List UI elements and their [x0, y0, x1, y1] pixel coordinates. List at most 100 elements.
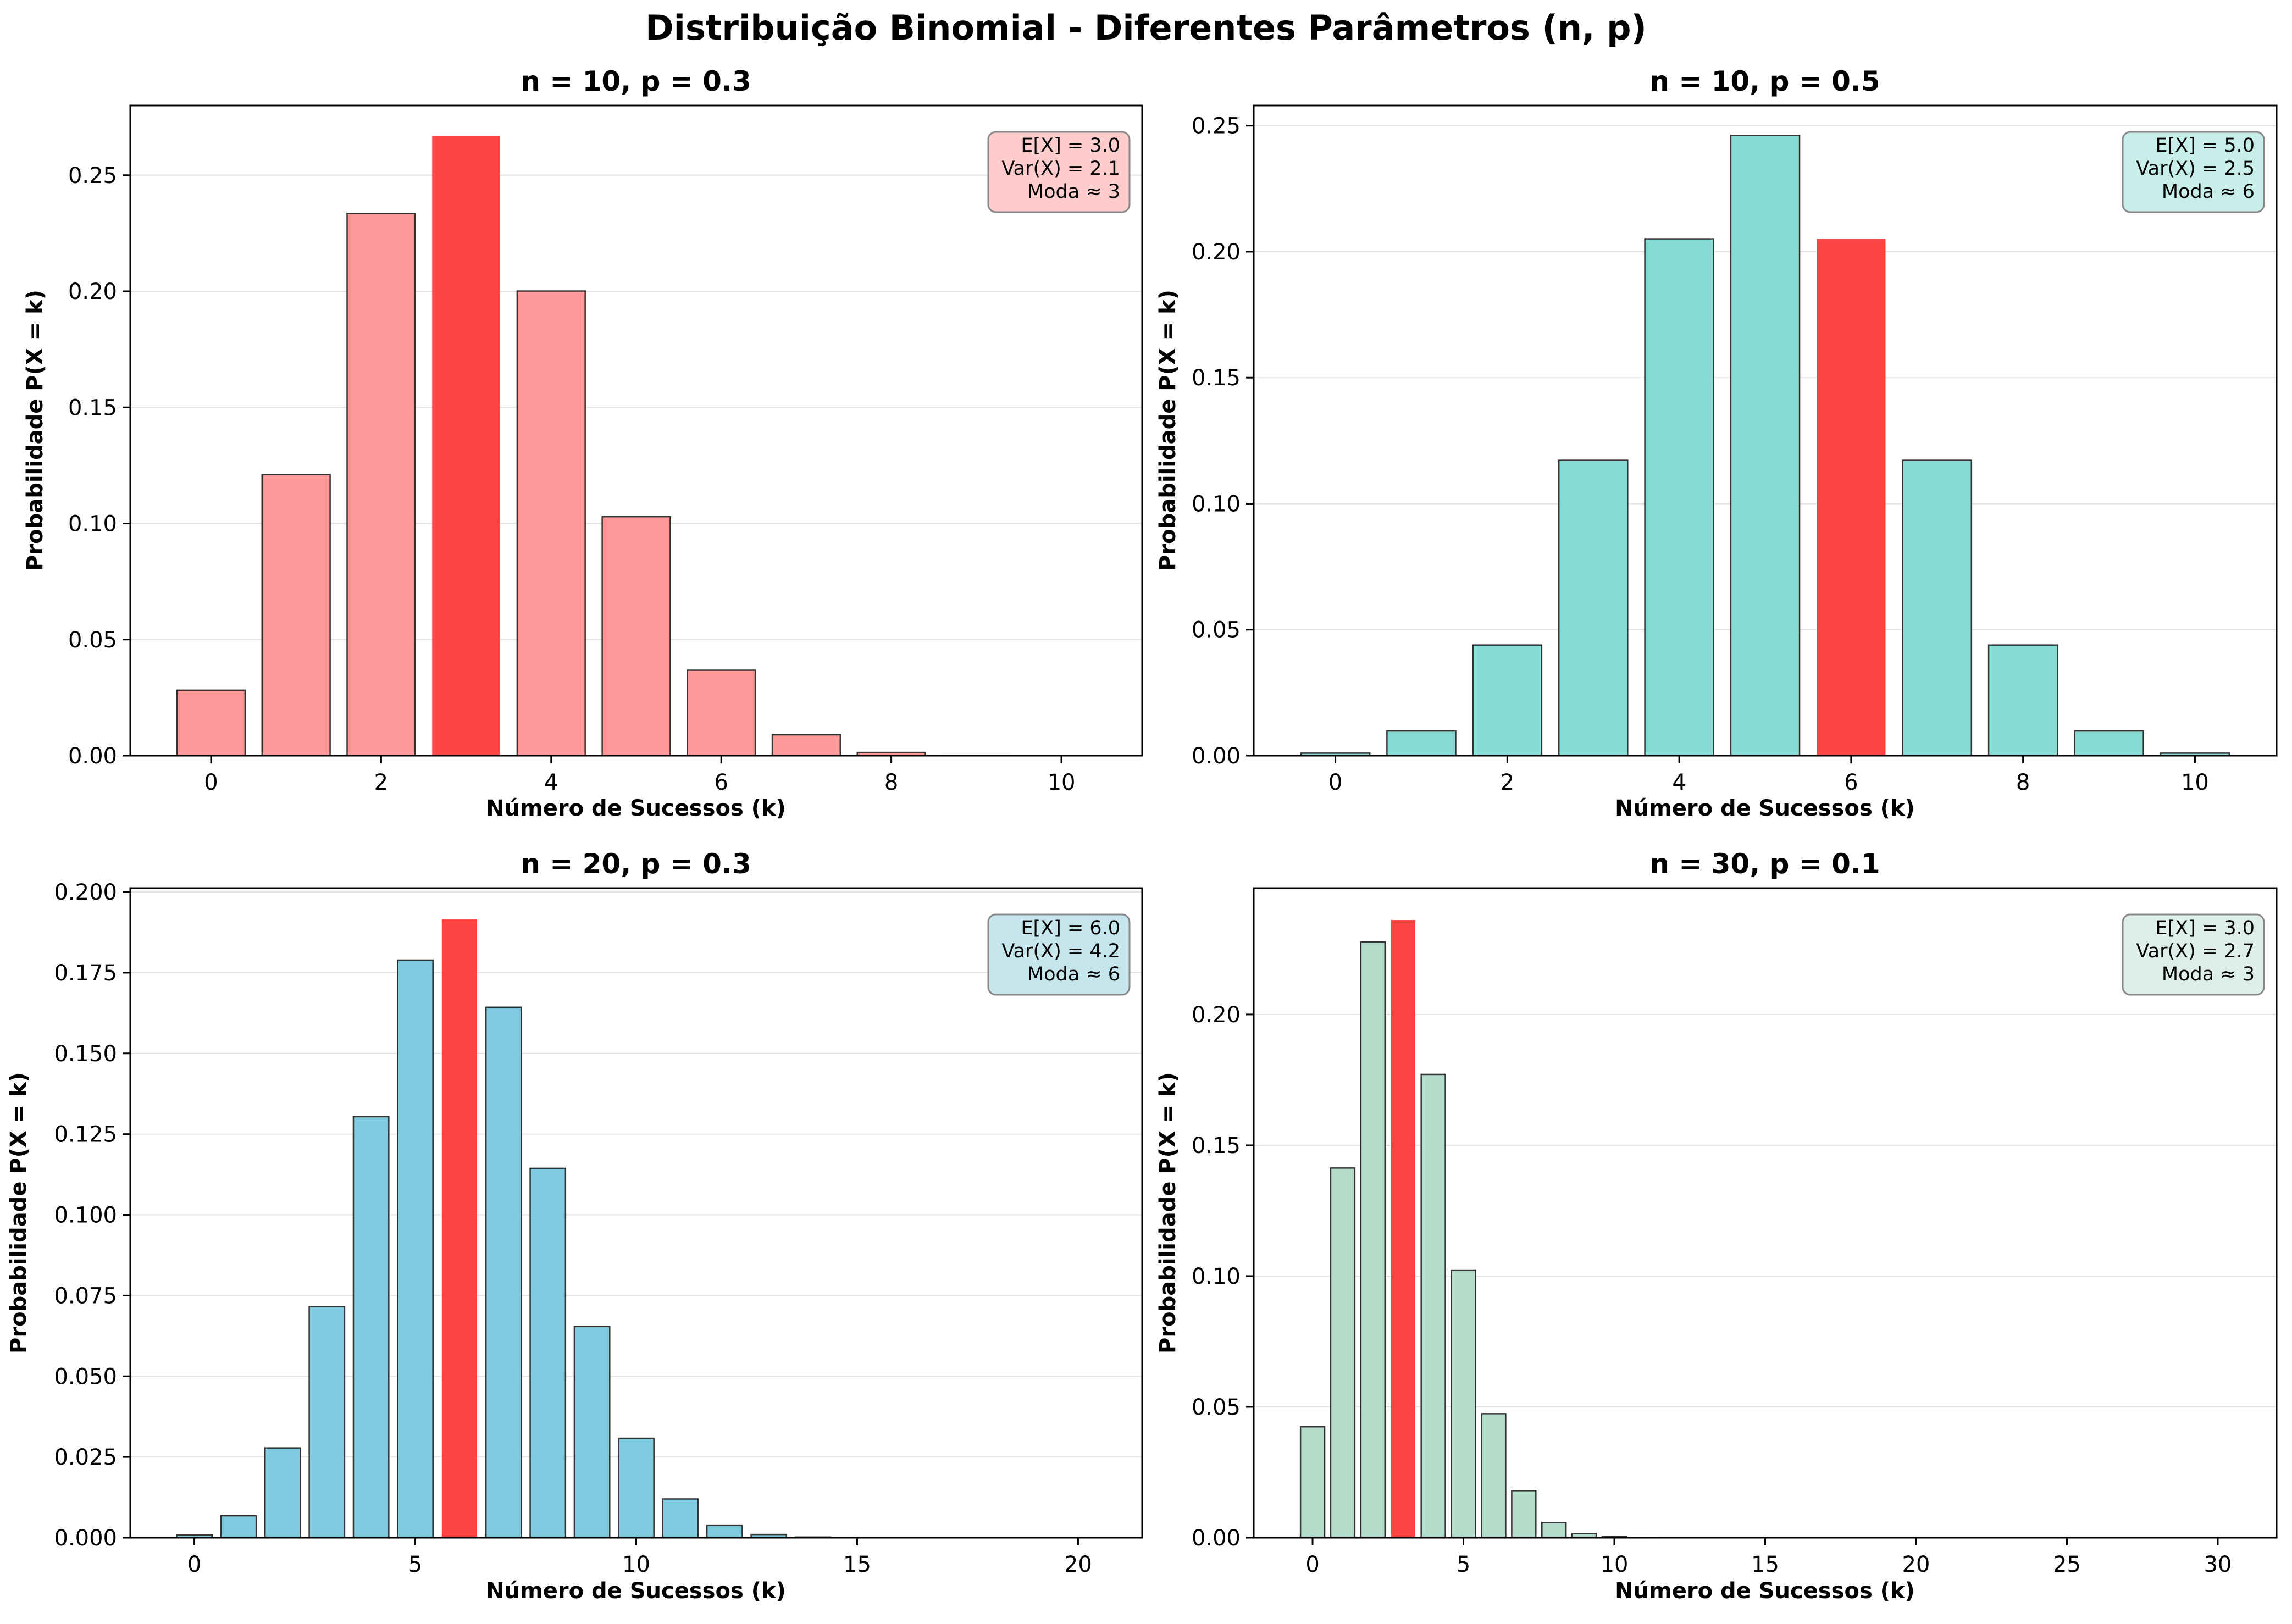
bar-k9 — [573, 1326, 611, 1539]
chart-panel-n20-p03: n = 20, p = 0.3 Número de Sucessos (k) P… — [6, 848, 1143, 1604]
stats-mean: E[X] = 6.0 — [1021, 917, 1120, 939]
y-tick-label: 0.15 — [68, 395, 117, 420]
stats-mean: E[X] = 3.0 — [1021, 135, 1120, 157]
chart-panel-n10-p05: n = 10, p = 0.5 Número de Sucessos (k) P… — [1155, 65, 2278, 821]
y-tick-label: 0.000 — [54, 1526, 117, 1551]
bar-k0 — [1299, 1426, 1326, 1539]
y-tick-label: 0.05 — [1192, 1395, 1241, 1420]
x-tick-label: 25 — [2053, 1552, 2081, 1577]
x-tick-label: 0 — [187, 1552, 201, 1577]
x-tick-label: 6 — [714, 770, 728, 795]
y-axis-label: Probabilidade P(X = k) — [6, 1072, 31, 1354]
y-tick-label: 0.10 — [1192, 491, 1241, 517]
bar-mode-k6 — [441, 919, 478, 1538]
x-tick-label: 5 — [1457, 1552, 1470, 1577]
bar-k6 — [1481, 1413, 1507, 1539]
bar-k3 — [1558, 459, 1629, 757]
y-tick-label: 0.25 — [1192, 114, 1241, 139]
bar-k4 — [1420, 1073, 1446, 1539]
stats-mode: Moda ≈ 6 — [1027, 963, 1120, 985]
stats-mode: Moda ≈ 3 — [2162, 963, 2255, 985]
x-tick-label: 0 — [204, 770, 218, 795]
x-tick-label: 15 — [843, 1552, 871, 1577]
stats-variance: Var(X) = 2.5 — [2136, 158, 2255, 180]
chart-title: n = 30, p = 0.1 — [1649, 848, 1880, 880]
bar-k7 — [1902, 459, 1973, 757]
stats-mode: Moda ≈ 6 — [2162, 181, 2255, 203]
bar-mode-k6 — [1817, 239, 1886, 756]
stats-mean: E[X] = 5.0 — [2155, 135, 2255, 157]
y-tick-label: 0.00 — [68, 744, 117, 769]
bar-k1 — [1386, 730, 1457, 757]
y-axis-label: Probabilidade P(X = k) — [23, 290, 48, 571]
bar-mode-k3 — [432, 136, 500, 756]
bar-k5 — [1730, 135, 1801, 757]
y-axis-label: Probabilidade P(X = k) — [1155, 1072, 1181, 1354]
x-tick-label: 8 — [2016, 770, 2030, 795]
x-tick-label: 2 — [374, 770, 388, 795]
x-axis-label: Número de Sucessos (k) — [486, 796, 786, 821]
bar-k10 — [618, 1437, 655, 1539]
x-tick-label: 2 — [1501, 770, 1514, 795]
y-tick-label: 0.05 — [68, 628, 117, 653]
y-tick-label: 0.050 — [54, 1364, 117, 1389]
y-tick-label: 0.100 — [54, 1203, 117, 1228]
x-tick-label: 4 — [1672, 770, 1686, 795]
stats-box: E[X] = 3.0 Var(X) = 2.7 Moda ≈ 3 — [2122, 913, 2265, 996]
bar-mode-k3 — [1391, 920, 1415, 1538]
y-tick-label: 0.00 — [1192, 1526, 1241, 1551]
y-tick-label: 0.20 — [1192, 1002, 1241, 1028]
plot-frame — [129, 887, 1143, 1539]
stats-variance: Var(X) = 2.1 — [1001, 158, 1120, 180]
stats-variance: Var(X) = 4.2 — [1001, 940, 1120, 962]
bar-k8 — [1541, 1522, 1567, 1539]
plot-frame — [1253, 887, 2278, 1539]
bar-k8 — [529, 1167, 567, 1539]
y-axis-label: Probabilidade P(X = k) — [1155, 290, 1181, 571]
bar-k3 — [308, 1306, 346, 1539]
y-tick-label: 0.00 — [1192, 744, 1241, 769]
chart-panel-n10-p03: n = 10, p = 0.3 Número de Sucessos (k) P… — [23, 65, 1143, 821]
bar-k2 — [1360, 941, 1386, 1539]
chart-title: n = 20, p = 0.3 — [521, 848, 751, 880]
plot-frame — [129, 104, 1143, 757]
bar-k2 — [1472, 644, 1543, 757]
bar-k1 — [261, 474, 331, 757]
x-tick-label: 15 — [1751, 1552, 1779, 1577]
bar-k4 — [1644, 238, 1714, 757]
x-tick-label: 20 — [1902, 1552, 1930, 1577]
chart-title: n = 10, p = 0.5 — [1649, 65, 1880, 97]
y-tick-label: 0.125 — [54, 1122, 117, 1148]
y-tick-label: 0.10 — [68, 512, 117, 537]
bar-k11 — [662, 1498, 699, 1539]
bar-k5 — [601, 516, 671, 757]
bar-k7 — [771, 734, 841, 757]
y-tick-label: 0.20 — [68, 279, 117, 304]
y-tick-label: 0.075 — [54, 1283, 117, 1309]
x-tick-label: 30 — [2204, 1552, 2232, 1577]
bar-k7 — [485, 1006, 522, 1539]
plot-frame — [1253, 104, 2278, 757]
stats-box: E[X] = 5.0 Var(X) = 2.5 Moda ≈ 6 — [2122, 131, 2265, 213]
stats-box: E[X] = 3.0 Var(X) = 2.1 Moda ≈ 3 — [987, 131, 1131, 213]
bar-k12 — [706, 1524, 743, 1539]
x-tick-label: 4 — [544, 770, 558, 795]
bar-k7 — [1511, 1490, 1537, 1539]
x-tick-label: 8 — [884, 770, 898, 795]
chart-panel-n30-p01: n = 30, p = 0.1 Número de Sucessos (k) P… — [1155, 848, 2278, 1604]
bar-k2 — [264, 1447, 301, 1539]
y-tick-label: 0.175 — [54, 961, 117, 986]
bar-k0 — [176, 689, 246, 757]
y-tick-label: 0.25 — [68, 163, 117, 189]
x-axis-label: Número de Sucessos (k) — [1615, 796, 1915, 821]
y-tick-label: 0.10 — [1192, 1264, 1241, 1289]
stats-mode: Moda ≈ 3 — [1027, 181, 1120, 203]
x-tick-label: 10 — [1601, 1552, 1629, 1577]
bar-k1 — [1330, 1167, 1356, 1539]
bar-k1 — [220, 1515, 257, 1539]
chart-title: n = 10, p = 0.3 — [521, 65, 751, 97]
x-tick-label: 10 — [1048, 770, 1076, 795]
stats-mean: E[X] = 3.0 — [2155, 917, 2255, 939]
y-tick-label: 0.200 — [54, 880, 117, 905]
